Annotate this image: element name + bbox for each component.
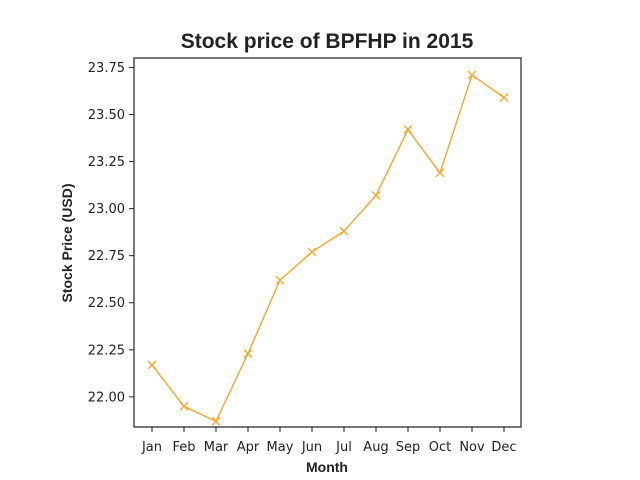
chart-title: Stock price of BPFHP in 2015 (181, 30, 474, 53)
y-tick-label: 23.50 (88, 108, 125, 123)
data-point-aug (371, 190, 381, 200)
data-point-apr (243, 349, 253, 359)
data-point-jan (147, 360, 157, 370)
data-point-jun (307, 247, 317, 257)
data-point-jul (339, 226, 349, 236)
x-axis: Jan Feb Mar Apr May Jun Jul Aug Sep Oct Nov Dec (141, 427, 517, 455)
series-layer (147, 70, 509, 426)
x-tick-label: May (267, 440, 294, 455)
data-point-oct (435, 168, 445, 178)
y-tick-label: 23.25 (88, 155, 125, 170)
data-point-may (275, 275, 285, 285)
x-tick-label: Feb (172, 440, 195, 455)
y-axis: 22.00 22.25 22.50 22.75 23.00 23.25 23.50 23.75 (88, 61, 134, 405)
x-tick-label: Dec (491, 440, 516, 455)
data-point-mar (211, 416, 221, 426)
y-tick-label: 23.75 (88, 61, 125, 76)
x-tick-label: Jul (335, 440, 352, 455)
data-point-dec (499, 93, 509, 102)
series-line (151, 73, 505, 423)
y-tick-label: 22.25 (88, 343, 125, 358)
x-tick-label: Jan (141, 440, 162, 455)
x-axis-title: Month (306, 459, 348, 475)
data-point-sep (403, 125, 413, 135)
data-point-nov (467, 70, 477, 80)
x-tick-label: Apr (237, 440, 260, 455)
x-tick-label: Oct (429, 440, 451, 455)
y-tick-label: 22.75 (88, 249, 125, 264)
y-axis-title: Stock Price (USD) (59, 183, 75, 302)
x-tick-label: Sep (396, 440, 421, 455)
y-tick-label: 22.50 (88, 296, 125, 311)
x-tick-label: Mar (204, 440, 229, 455)
x-tick-label: Jun (301, 440, 322, 455)
y-tick-label: 23.00 (88, 202, 125, 217)
y-tick-label: 22.00 (88, 390, 125, 405)
data-point-feb (179, 401, 189, 411)
x-tick-label: Aug (363, 440, 388, 455)
x-tick-label: Nov (459, 440, 485, 455)
